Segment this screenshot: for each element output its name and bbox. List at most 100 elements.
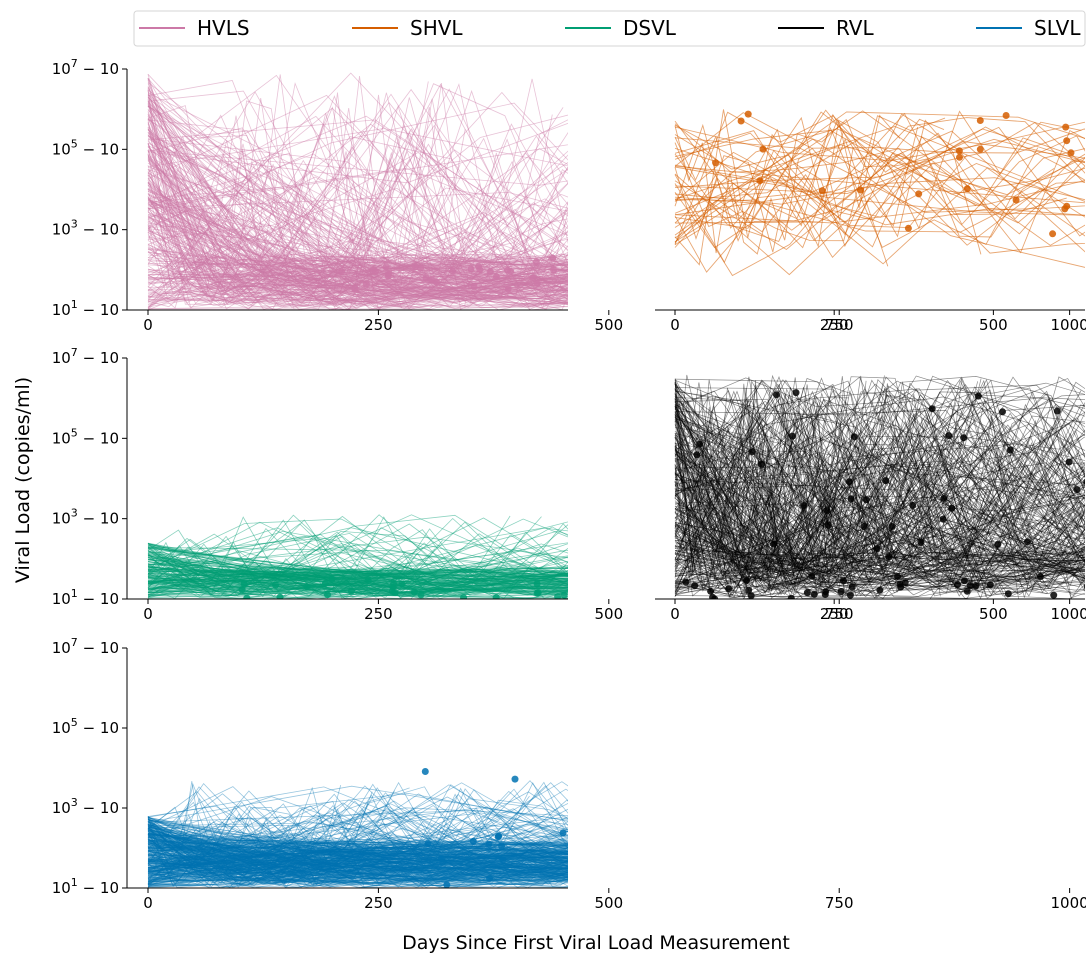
series-line (674, 179, 1085, 224)
series-line (674, 456, 1085, 581)
legend-label: HVLS (197, 16, 250, 40)
series-line (147, 784, 568, 854)
series-line (147, 569, 568, 597)
series-line (147, 812, 568, 853)
series-line (147, 250, 466, 302)
series-line (147, 833, 568, 847)
endpoint-dot (384, 272, 392, 280)
series-line (674, 391, 1085, 588)
series-line (674, 551, 1085, 590)
series-line (674, 379, 863, 580)
series-line (147, 182, 568, 284)
series-line (147, 822, 568, 880)
series-line (147, 172, 568, 298)
series-line (147, 550, 568, 587)
series-line (674, 407, 1085, 551)
series-line (147, 521, 568, 584)
endpoint-dot (915, 190, 923, 198)
series-line (147, 806, 364, 877)
series-line (674, 110, 1082, 243)
series-line (147, 72, 568, 292)
endpoint-dot (976, 117, 984, 124)
series-line (147, 820, 568, 884)
series-line (674, 416, 1085, 580)
series-line (674, 406, 967, 582)
series-line (674, 380, 867, 599)
series-line (147, 808, 380, 888)
series-line (147, 837, 568, 887)
x-tick-label: 1000 (1051, 316, 1086, 334)
series-line (674, 376, 1085, 584)
series-line (147, 827, 568, 878)
series-line (147, 836, 568, 885)
series-line (147, 816, 345, 880)
series-line (147, 803, 568, 869)
series-line (147, 109, 568, 301)
series-line (147, 814, 354, 880)
series-line (147, 861, 568, 888)
endpoint-dot (909, 501, 917, 509)
series-line (674, 113, 1055, 273)
series-line (147, 544, 568, 582)
series-line (147, 568, 568, 578)
series-line (147, 169, 568, 296)
series-line (674, 414, 1085, 599)
series-line (147, 839, 339, 885)
series-line (147, 564, 568, 595)
endpoint-dot (534, 589, 542, 597)
series-line (674, 427, 1085, 586)
y-tick-label: 107 − 10 (52, 346, 119, 367)
series-line (147, 852, 568, 873)
series-line (147, 77, 568, 307)
series-line (147, 821, 568, 873)
series-line (147, 830, 568, 868)
series-line (147, 570, 568, 575)
series-line (147, 119, 568, 281)
series-line (147, 820, 568, 888)
series-line (147, 546, 568, 599)
series-line (147, 556, 568, 598)
series-line (147, 568, 568, 586)
series-line (674, 391, 1085, 566)
series-line (147, 836, 568, 851)
series-line (147, 846, 568, 886)
series-line (147, 570, 568, 599)
series-line (147, 216, 568, 305)
series-line (147, 519, 568, 598)
series-line (674, 434, 1085, 575)
series-line (147, 827, 568, 877)
series-line (147, 132, 568, 296)
series-line (147, 566, 568, 580)
series-line (147, 820, 568, 885)
series-line (147, 847, 568, 873)
series-line (674, 388, 1085, 583)
series-line (147, 247, 449, 307)
series-line (147, 216, 568, 310)
series-line (147, 867, 568, 880)
series-line (147, 105, 568, 284)
series-line (147, 781, 338, 884)
series-line (147, 840, 568, 876)
endpoint-dot (800, 502, 808, 509)
series-line (674, 410, 1085, 584)
series-line (674, 519, 1085, 578)
series-line (147, 115, 568, 298)
series-line (147, 807, 514, 885)
series-line (147, 795, 530, 885)
series-line (147, 102, 568, 298)
series-line (674, 442, 1085, 584)
endpoint-dot (238, 586, 246, 594)
endpoint-dot (963, 185, 971, 193)
series-line (147, 833, 568, 853)
series-line (147, 819, 568, 878)
series-line (674, 482, 1085, 574)
series-line (147, 157, 552, 310)
series-line (147, 852, 568, 883)
series-line (147, 571, 438, 599)
series-line (147, 790, 568, 888)
series-line (147, 262, 568, 285)
series-line (674, 401, 1085, 583)
series-line (674, 404, 1085, 557)
